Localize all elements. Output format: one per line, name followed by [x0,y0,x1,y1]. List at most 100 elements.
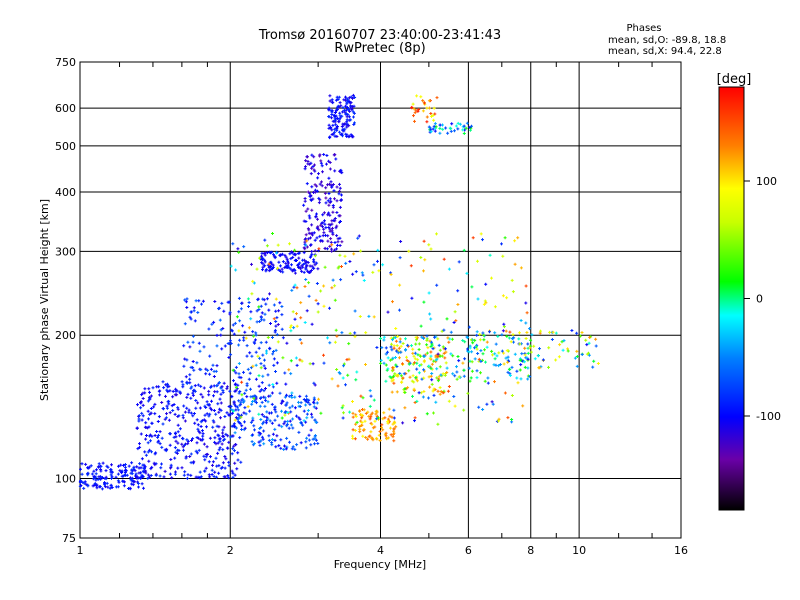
data-point [136,403,139,407]
data-point [309,194,313,197]
data-point [259,396,263,399]
data-point [524,321,528,325]
data-point [294,356,298,360]
data-point [254,331,258,335]
data-point [251,279,255,283]
data-point [99,464,103,468]
data-point [231,471,235,475]
data-point [148,397,152,401]
data-point [523,346,527,350]
data-point [289,359,293,363]
data-point [313,263,317,267]
data-point [275,361,279,365]
data-point [266,336,270,339]
data-point [326,336,329,340]
data-point [254,338,257,342]
data-point [415,367,419,371]
data-point [129,478,133,482]
data-point [391,356,395,360]
data-point [176,406,180,410]
data-point [308,255,312,259]
data-point [268,346,272,350]
data-point [293,395,297,399]
data-point [224,457,228,461]
data-point [201,437,205,441]
data-point [369,415,373,419]
data-point [462,368,466,372]
data-point [335,334,339,338]
data-point [433,335,436,339]
data-point [355,420,359,424]
data-point [280,425,284,429]
data-point [263,238,267,242]
data-point [358,425,362,428]
data-point [506,370,510,374]
data-point [257,440,261,444]
data-point [327,123,331,127]
data-point [177,414,181,418]
data-point [267,308,271,312]
data-point [462,124,466,128]
data-point [189,411,193,415]
data-point [140,393,144,397]
data-point [377,433,381,437]
data-point [84,482,88,486]
data-point [566,349,570,353]
data-point [386,310,390,314]
data-point [394,425,398,429]
data-point [182,448,185,452]
data-point [361,434,365,438]
data-point [351,428,355,432]
data-point [505,349,509,353]
data-point [335,224,339,228]
data-point [330,377,334,381]
data-point [353,96,357,99]
data-point [168,472,172,476]
data-point [193,319,197,323]
data-point [227,356,231,359]
data-point [289,267,293,271]
data-point [330,247,333,251]
data-point [234,389,238,393]
data-point [376,259,379,263]
data-point [261,297,265,301]
data-point [421,395,425,399]
data-point [355,370,359,374]
data-point [310,264,314,268]
data-point [356,236,360,240]
data-point [470,124,473,128]
data-point [97,462,101,466]
data-point [353,331,357,335]
data-point [510,337,514,341]
data-point [191,414,195,418]
data-point [122,463,125,467]
data-point [262,442,266,446]
data-point [271,352,275,356]
data-point [300,269,304,273]
data-point [194,449,198,453]
data-point [392,427,396,431]
data-point [461,339,465,342]
data-point [292,285,296,289]
data-point [386,417,390,421]
data-point [299,401,303,405]
data-point [303,285,307,288]
data-point [518,342,522,346]
data-point [440,329,444,333]
data-point [500,242,503,246]
data-point [172,403,176,406]
data-point [328,99,332,103]
data-point [247,305,250,308]
data-point [251,364,255,368]
data-point [258,443,262,447]
data-point [141,463,145,467]
data-point [329,109,333,113]
data-point [263,366,267,370]
data-point [262,395,266,399]
data-point [135,475,139,479]
data-point [347,124,351,128]
data-point [435,376,439,380]
data-point [330,222,334,226]
data-point [320,164,324,168]
data-point [251,416,255,420]
